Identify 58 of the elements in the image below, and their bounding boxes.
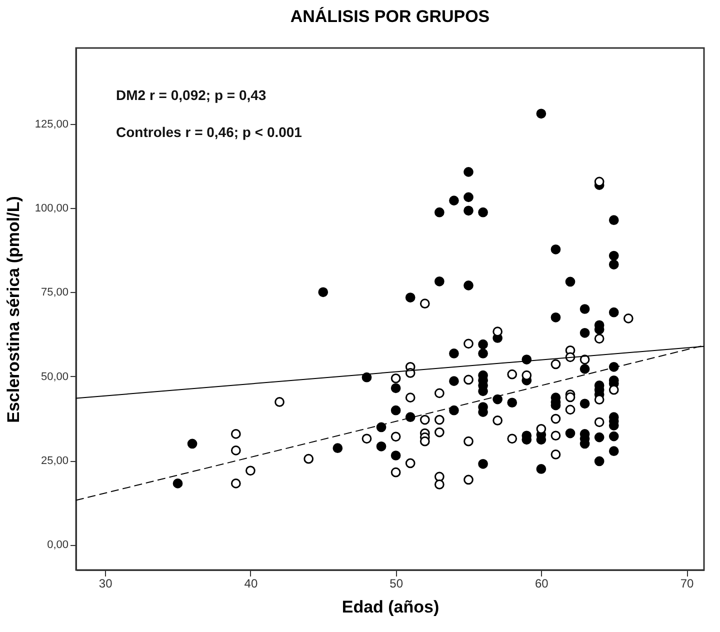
point: [390, 467, 401, 478]
point: [230, 429, 241, 439]
x-tick-label: 60: [535, 576, 549, 590]
point: [550, 414, 561, 424]
point: [464, 374, 474, 385]
point: [274, 397, 284, 407]
point: [246, 466, 256, 476]
x-tick-label: 30: [98, 576, 113, 590]
point: [507, 369, 518, 380]
point: [304, 454, 314, 464]
point: [594, 334, 604, 344]
point: [492, 326, 503, 336]
point: [565, 392, 576, 402]
point: [420, 298, 430, 309]
point: [522, 370, 532, 380]
y-tick-label: 25,00: [40, 455, 68, 468]
point: [550, 430, 561, 441]
point: [464, 338, 474, 349]
point: [405, 392, 416, 402]
point: [230, 446, 241, 456]
y-tick-label: 0,00: [47, 539, 68, 552]
point: [405, 458, 416, 468]
x-tick-label: 50: [390, 576, 404, 590]
point: [580, 354, 590, 364]
y-axis-title: Esclerostina sérica (pmol/L): [4, 196, 23, 423]
point: [594, 394, 604, 405]
y-tick-label: 50,00: [40, 370, 68, 383]
point: [362, 434, 372, 444]
point: [565, 404, 576, 415]
point: [434, 480, 444, 490]
point: [594, 417, 604, 428]
point: [434, 414, 444, 425]
point: [550, 359, 561, 370]
point: [420, 436, 430, 446]
point: [420, 414, 430, 425]
x-tick-label: 40: [244, 576, 258, 590]
point: [434, 388, 444, 398]
chart-title: ANÁLISIS POR GRUPOS: [290, 6, 490, 26]
x-tick-label: 70: [680, 576, 694, 590]
point: [390, 432, 401, 442]
point: [608, 384, 619, 395]
x-axis-title: Edad (años): [342, 598, 440, 616]
y-tick-label: 100,00: [34, 202, 68, 214]
annotation: DM2 r = 0,092; p = 0,43: [116, 87, 266, 103]
point: [550, 450, 561, 460]
point: [230, 478, 241, 488]
point: [492, 416, 503, 426]
point: [434, 427, 444, 438]
point: [464, 474, 474, 485]
point: [464, 436, 474, 446]
y-tick-label: 75,00: [40, 286, 68, 299]
annotation: Controles r = 0,46; p < 0.001: [116, 124, 302, 140]
point: [390, 373, 401, 384]
point: [594, 176, 604, 187]
y-tick-label: 125,00: [34, 118, 68, 130]
point: [507, 434, 518, 444]
point: [623, 314, 634, 324]
point: [536, 424, 546, 434]
